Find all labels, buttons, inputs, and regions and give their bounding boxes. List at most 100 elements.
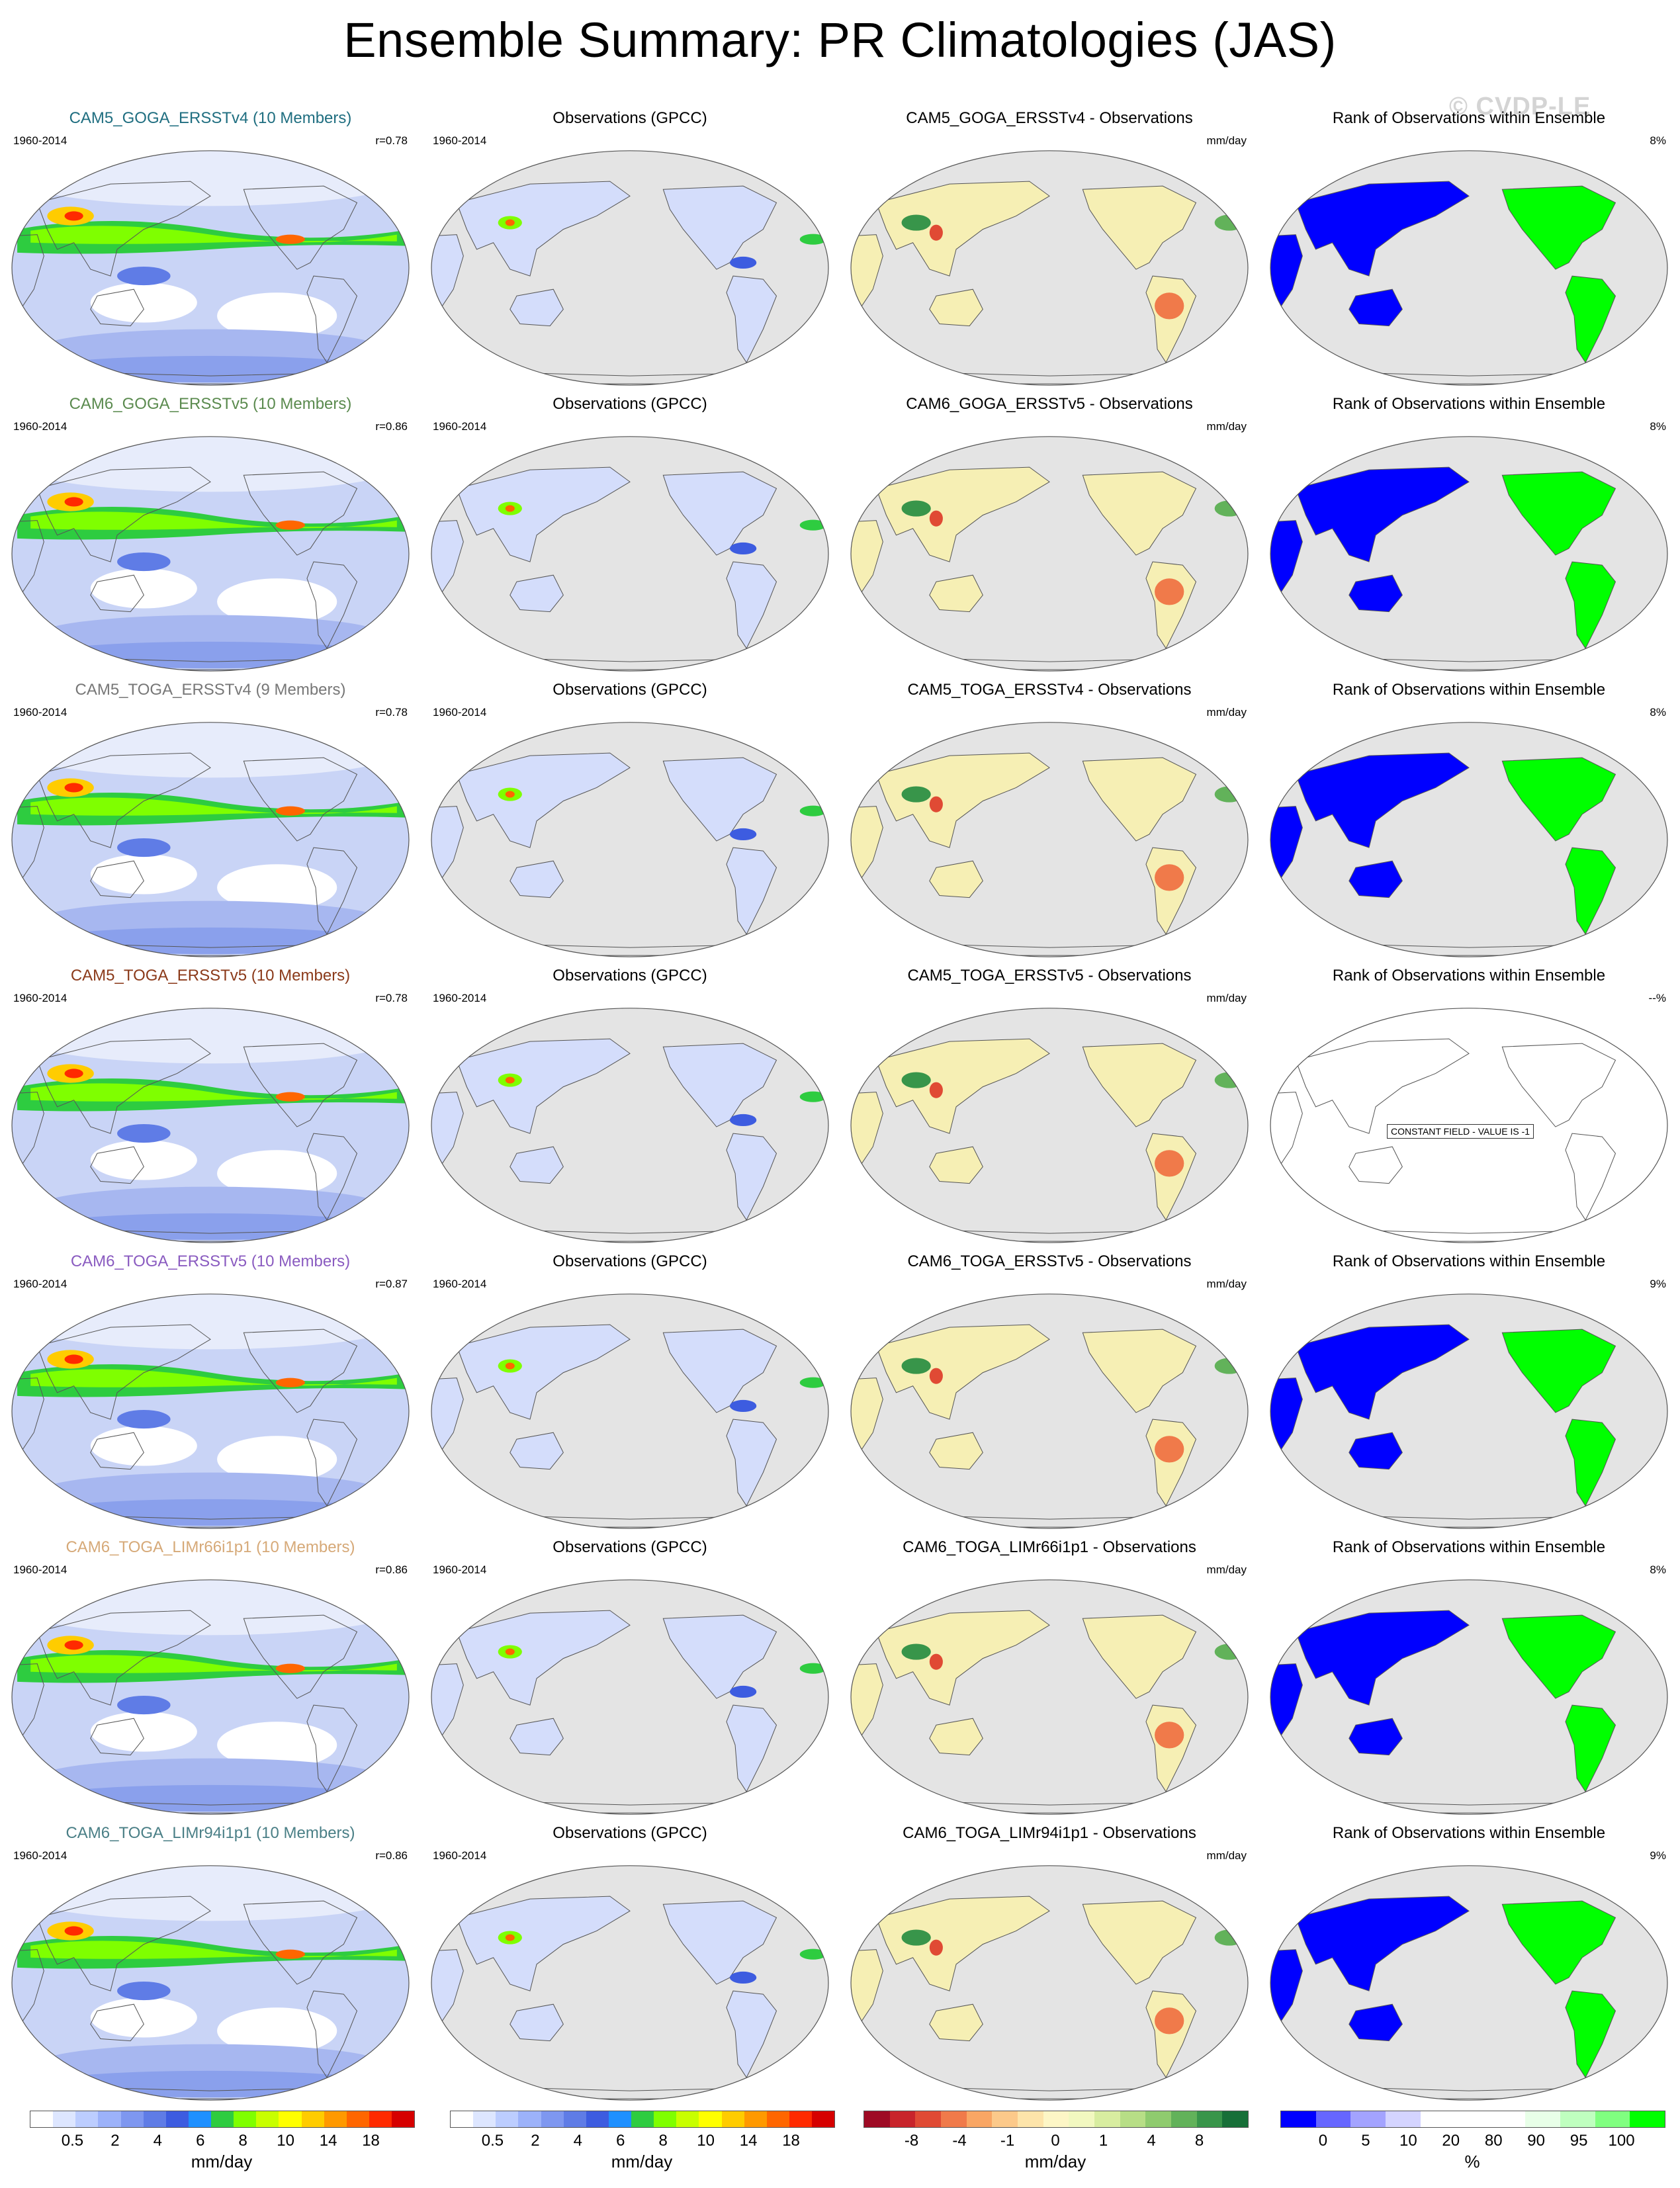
world-map <box>431 436 829 672</box>
map-plot <box>850 435 1249 673</box>
map-plot <box>11 149 410 387</box>
colorbar-swatch <box>1069 2111 1095 2127</box>
world-map <box>850 1008 1249 1243</box>
units-label: mm/day <box>1206 1278 1247 1290</box>
rank-percent: 8% <box>1650 706 1666 719</box>
colorbar-swatch <box>324 2111 347 2127</box>
panel-title: CAM5_TOGA_ERSSTv5 - Observations <box>907 967 1192 985</box>
colorbar-swatch <box>518 2111 541 2127</box>
colorbar-swatch <box>1222 2111 1249 2127</box>
colorbar-swatch <box>766 2111 789 2127</box>
colorbar-swatch <box>563 2111 586 2127</box>
panel-title: CAM5_GOGA_ERSSTv4 (10 Members) <box>69 109 352 127</box>
colorbar-swatch <box>451 2111 474 2127</box>
colorbar-legend: 0.5 2 4 6 8 10 14 18 mm/day <box>450 2111 835 2183</box>
observations-panel: Observations (GPCC) 1960-2014 <box>425 388 835 674</box>
colorbar-tick-label: 2 <box>111 2132 120 2150</box>
map-plot <box>1269 1864 1669 2102</box>
difference-panel: CAM5_GOGA_ERSSTv4 - Observations mm/day <box>844 103 1255 388</box>
units-label: mm/day <box>1206 134 1247 147</box>
figure-row: CAM6_TOGA_LIMr66i1p1 (10 Members) 1960-20… <box>0 1532 1680 1817</box>
colorbar-tick-label: 4 <box>573 2132 583 2150</box>
colorbar-tick-label: 95 <box>1569 2132 1588 2150</box>
panel-title: CAM5_TOGA_ERSSTv4 - Observations <box>907 681 1192 699</box>
world-map <box>11 1293 410 1529</box>
colorbar-swatch <box>1490 2111 1526 2127</box>
rank-percent: 8% <box>1650 420 1666 433</box>
model-panel: CAM5_TOGA_ERSSTv5 (10 Members) 1960-2014 r… <box>5 960 416 1246</box>
colorbar-swatch <box>864 2111 890 2127</box>
colorbar-swatch <box>346 2111 369 2127</box>
colorbar-tick-label: 14 <box>739 2132 758 2150</box>
colorbar-swatch <box>789 2111 812 2127</box>
colorbar-tick-label: 80 <box>1484 2132 1503 2150</box>
colorbar-units: % <box>1464 2152 1480 2171</box>
colorbar-swatch <box>98 2111 121 2127</box>
colorbar-tick-label: 10 <box>277 2132 295 2150</box>
colorbar-swatch <box>1420 2111 1456 2127</box>
model-panel: CAM6_TOGA_LIMr94i1p1 (10 Members) 1960-20… <box>5 1817 416 2103</box>
colorbar-swatch <box>1315 2111 1351 2127</box>
period-label: 1960-2014 <box>433 1278 487 1290</box>
panel-title: CAM5_TOGA_ERSSTv4 (9 Members) <box>75 681 346 699</box>
colorbar-swatch <box>608 2111 631 2127</box>
world-map <box>850 1579 1249 1815</box>
panel-title: Observations (GPCC) <box>553 681 707 699</box>
colorbar-swatch <box>53 2111 76 2127</box>
colorbar-tick-label: 18 <box>782 2132 800 2150</box>
panel-title: Observations (GPCC) <box>553 395 707 413</box>
map-plot <box>850 149 1249 387</box>
colorbar-swatch <box>1595 2111 1630 2127</box>
period-label: 1960-2014 <box>13 706 67 719</box>
colorbar-swatch <box>721 2111 744 2127</box>
main-title: Ensemble Summary: PR Climatologies (JAS) <box>343 13 1337 67</box>
colorbar-tick-label: 4 <box>1147 2132 1156 2150</box>
map-plot <box>1269 149 1669 387</box>
colorbar-tick-label: 8 <box>238 2132 247 2150</box>
colorbar-swatch <box>143 2111 166 2127</box>
units-label: mm/day <box>1206 706 1247 719</box>
colorbar-tick-label: 8 <box>658 2132 668 2150</box>
colorbar-swatch <box>473 2111 496 2127</box>
colorbar-tick-label: 20 <box>1442 2132 1460 2150</box>
colorbar-swatch <box>812 2111 835 2127</box>
colorbar-tick-label: 14 <box>319 2132 337 2150</box>
colorbar-swatch <box>744 2111 767 2127</box>
map-plot <box>430 149 830 387</box>
map-plot <box>1269 721 1669 959</box>
colorbar-swatch <box>676 2111 699 2127</box>
colorbar-tick-label: 0 <box>1051 2132 1060 2150</box>
map-plot <box>850 721 1249 959</box>
colorbar-swatch <box>1630 2111 1665 2127</box>
model-panel: CAM5_TOGA_ERSSTv4 (9 Members) 1960-2014 r=… <box>5 674 416 960</box>
pattern-correlation: r=0.86 <box>375 1563 408 1576</box>
model-panel: CAM5_GOGA_ERSSTv4 (10 Members) 1960-2014 r… <box>5 103 416 388</box>
pattern-correlation: r=0.78 <box>375 992 408 1004</box>
rank-percent: 8% <box>1650 134 1666 147</box>
period-label: 1960-2014 <box>13 1563 67 1576</box>
colorbar-swatch <box>211 2111 234 2127</box>
colorbar-tick-label: 6 <box>196 2132 205 2150</box>
observations-panel: Observations (GPCC) 1960-2014 <box>425 674 835 960</box>
pattern-correlation: r=0.86 <box>375 420 408 433</box>
world-map <box>431 722 829 957</box>
observations-panel: Observations (GPCC) 1960-2014 <box>425 1532 835 1817</box>
rank-panel: Rank of Observations within Ensemble 8% <box>1264 388 1674 674</box>
colorbar-units: mm/day <box>191 2152 253 2171</box>
difference-panel: CAM5_TOGA_ERSSTv5 - Observations mm/day <box>844 960 1255 1246</box>
figure-row: CAM5_TOGA_ERSSTv5 (10 Members) 1960-2014 r… <box>0 960 1680 1246</box>
rank-panel: Rank of Observations within Ensemble --% C… <box>1264 960 1674 1246</box>
world-map <box>431 150 829 386</box>
panel-title: Rank of Observations within Ensemble <box>1332 395 1606 413</box>
map-plot <box>11 1864 410 2102</box>
constant-field-label: CONSTANT FIELD - VALUE IS -1 <box>1387 1124 1534 1139</box>
map-plot <box>430 1864 830 2102</box>
colorbar-swatch <box>1145 2111 1172 2127</box>
colorbar-swatch <box>30 2111 54 2127</box>
colorbar-tick-label: 2 <box>531 2132 540 2150</box>
world-map <box>1270 722 1668 957</box>
colorbar-tick-label: -4 <box>952 2132 967 2150</box>
figure-row: CAM6_TOGA_LIMr94i1p1 (10 Members) 1960-20… <box>0 1817 1680 2103</box>
colorbar-swatch <box>1018 2111 1043 2127</box>
world-map <box>11 150 410 386</box>
